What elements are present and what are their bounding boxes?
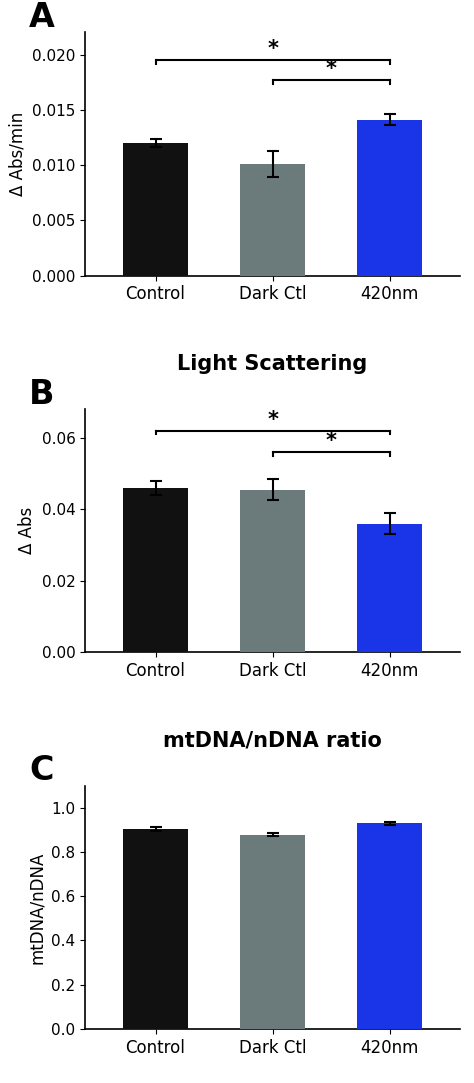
Y-axis label: Δ Abs: Δ Abs xyxy=(18,507,36,554)
Bar xyxy=(240,164,305,275)
Y-axis label: Δ Abs/min: Δ Abs/min xyxy=(9,112,27,196)
Title: Light Scattering: Light Scattering xyxy=(177,354,368,375)
Bar xyxy=(123,143,188,275)
Bar xyxy=(123,828,188,1029)
Bar xyxy=(123,487,188,652)
Text: *: * xyxy=(326,431,337,452)
Title: mtDNA/nDNA ratio: mtDNA/nDNA ratio xyxy=(163,731,382,751)
Bar xyxy=(240,835,305,1029)
Text: C: C xyxy=(29,754,54,787)
Bar xyxy=(357,120,422,275)
Bar xyxy=(357,823,422,1029)
Y-axis label: mtDNA/nDNA: mtDNA/nDNA xyxy=(28,851,46,964)
Text: *: * xyxy=(267,409,278,430)
Text: *: * xyxy=(267,39,278,60)
Text: B: B xyxy=(29,378,55,410)
Bar xyxy=(357,523,422,652)
Bar xyxy=(240,490,305,652)
Text: A: A xyxy=(29,1,55,34)
Text: *: * xyxy=(326,60,337,79)
